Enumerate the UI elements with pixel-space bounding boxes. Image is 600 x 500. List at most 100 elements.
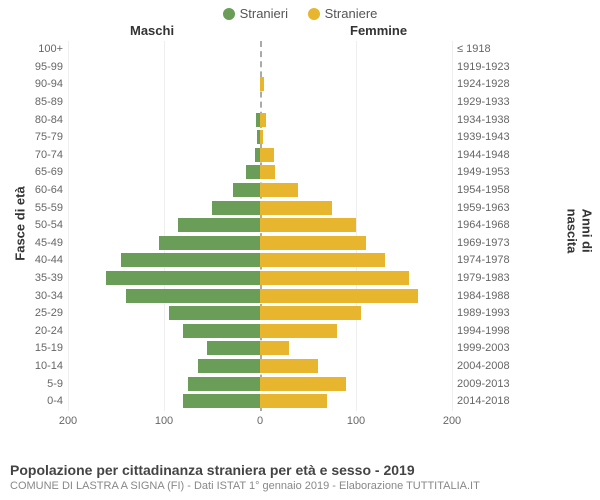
bar-female bbox=[260, 359, 318, 373]
chart-row: 45-491969-1973 bbox=[18, 234, 520, 252]
bar-female bbox=[260, 253, 385, 267]
column-headers: Maschi Femmine bbox=[0, 23, 600, 41]
age-label: 15-19 bbox=[18, 342, 68, 354]
legend: Stranieri Straniere bbox=[0, 0, 600, 23]
year-label: 1974-1978 bbox=[452, 254, 520, 266]
age-label: 20-24 bbox=[18, 325, 68, 337]
year-label: 1949-1953 bbox=[452, 166, 520, 178]
plot-area: Fasce di età Anni di nascita 100+≤ 19189… bbox=[0, 41, 600, 431]
chart-row: 25-291989-1993 bbox=[18, 304, 520, 322]
bar-male bbox=[121, 253, 260, 267]
age-label: 40-44 bbox=[18, 254, 68, 266]
age-label: 0-4 bbox=[18, 395, 68, 407]
bar-male bbox=[183, 324, 260, 338]
x-tick: 100 bbox=[155, 415, 173, 427]
x-tick: 200 bbox=[59, 415, 77, 427]
x-tick: 0 bbox=[257, 415, 263, 427]
year-label: 1964-1968 bbox=[452, 219, 520, 231]
age-label: 60-64 bbox=[18, 184, 68, 196]
bar-male bbox=[246, 165, 260, 179]
bar-male bbox=[126, 289, 260, 303]
chart-row: 100+ ≤ 1918 bbox=[18, 41, 520, 59]
year-label: 1924-1928 bbox=[452, 78, 520, 90]
chart-row: 95-99 1919-1923 bbox=[18, 58, 520, 76]
legend-label-male: Stranieri bbox=[240, 6, 288, 21]
chart-row: 50-54 1964-1968 bbox=[18, 216, 520, 234]
age-label: 90-94 bbox=[18, 78, 68, 90]
age-label: 30-34 bbox=[18, 290, 68, 302]
chart-rows: 100+ ≤ 1918 95-99 1919-1923 90-94 1924-1928 85… bbox=[18, 41, 520, 411]
legend-item-male: Stranieri bbox=[223, 6, 288, 21]
bar-female bbox=[260, 218, 356, 232]
bar-female bbox=[260, 77, 264, 91]
bar-male bbox=[207, 341, 260, 355]
chart-row: 40-44 1974-1978 bbox=[18, 252, 520, 270]
year-label: 1989-1993 bbox=[452, 307, 520, 319]
year-label: 1954-1958 bbox=[452, 184, 520, 196]
chart-subtitle: COMUNE DI LASTRA A SIGNA (FI) - Dati IST… bbox=[10, 480, 480, 492]
population-pyramid-chart: Stranieri Straniere Maschi Femmine Fasce… bbox=[0, 0, 600, 500]
bar-male bbox=[159, 236, 260, 250]
bar-female bbox=[260, 201, 332, 215]
bar-female bbox=[260, 341, 289, 355]
bar-male bbox=[188, 377, 260, 391]
chart-row: 5-92009-2013 bbox=[18, 375, 520, 393]
year-label: 1944-1948 bbox=[452, 149, 520, 161]
chart-row: 80-84 1934-1938 bbox=[18, 111, 520, 129]
chart-row: 60-64 1954-1958 bbox=[18, 181, 520, 199]
bar-female bbox=[260, 394, 327, 408]
chart-row: 10-14 2004-2008 bbox=[18, 357, 520, 375]
year-label: ≤ 1918 bbox=[452, 43, 520, 55]
bar-female bbox=[260, 113, 266, 127]
chart-row: 70-74 1944-1948 bbox=[18, 146, 520, 164]
legend-swatch-male bbox=[223, 8, 235, 20]
bar-male bbox=[183, 394, 260, 408]
chart-row: 0-4 2014-2018 bbox=[18, 392, 520, 410]
header-male: Maschi bbox=[130, 23, 174, 38]
x-axis: 200 100 0 100 200 bbox=[18, 415, 520, 431]
chart-title: Popolazione per cittadinanza straniera p… bbox=[10, 462, 480, 478]
age-label: 70-74 bbox=[18, 149, 68, 161]
year-label: 2009-2013 bbox=[452, 378, 520, 390]
chart-row: 55-59 1959-1963 bbox=[18, 199, 520, 217]
age-label: 95-99 bbox=[18, 61, 68, 73]
bar-female bbox=[260, 183, 298, 197]
chart-row: 65-69 1949-1953 bbox=[18, 164, 520, 182]
bar-female bbox=[260, 289, 418, 303]
age-label: 100+ bbox=[18, 43, 68, 55]
bar-female bbox=[260, 148, 274, 162]
year-label: 1959-1963 bbox=[452, 202, 520, 214]
year-label: 1934-1938 bbox=[452, 114, 520, 126]
bar-female bbox=[260, 130, 263, 144]
age-label: 80-84 bbox=[18, 114, 68, 126]
bar-male bbox=[198, 359, 260, 373]
chart-row: 85-891929-1933 bbox=[18, 93, 520, 111]
year-label: 1994-1998 bbox=[452, 325, 520, 337]
legend-item-female: Straniere bbox=[308, 6, 378, 21]
bar-male bbox=[212, 201, 260, 215]
year-label: 2014-2018 bbox=[452, 395, 520, 407]
year-label: 1939-1943 bbox=[452, 131, 520, 143]
x-tick: 100 bbox=[347, 415, 365, 427]
legend-label-female: Straniere bbox=[325, 6, 378, 21]
bar-male bbox=[106, 271, 260, 285]
bar-male bbox=[233, 183, 260, 197]
x-tick: 200 bbox=[443, 415, 461, 427]
legend-swatch-female bbox=[308, 8, 320, 20]
chart-row: 90-94 1924-1928 bbox=[18, 76, 520, 94]
age-label: 55-59 bbox=[18, 202, 68, 214]
year-label: 2004-2008 bbox=[452, 360, 520, 372]
bar-female bbox=[260, 324, 337, 338]
chart-footer: Popolazione per cittadinanza straniera p… bbox=[10, 462, 480, 492]
year-label: 1919-1923 bbox=[452, 61, 520, 73]
age-label: 10-14 bbox=[18, 360, 68, 372]
year-label: 1969-1973 bbox=[452, 237, 520, 249]
age-label: 50-54 bbox=[18, 219, 68, 231]
chart-row: 30-341984-1988 bbox=[18, 287, 520, 305]
chart-row: 15-191999-2003 bbox=[18, 340, 520, 358]
age-label: 65-69 bbox=[18, 166, 68, 178]
year-label: 1979-1983 bbox=[452, 272, 520, 284]
chart-row: 75-791939-1943 bbox=[18, 128, 520, 146]
bar-female bbox=[260, 165, 275, 179]
bar-male bbox=[169, 306, 260, 320]
